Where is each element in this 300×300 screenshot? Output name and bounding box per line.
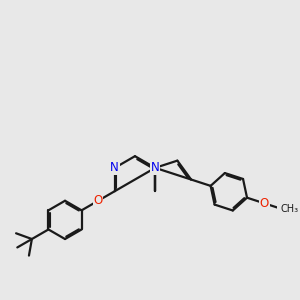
Text: N: N bbox=[110, 161, 119, 174]
Text: S: S bbox=[151, 161, 159, 174]
Text: O: O bbox=[260, 197, 269, 210]
Text: CH₃: CH₃ bbox=[280, 203, 298, 214]
Text: O: O bbox=[94, 194, 103, 207]
Text: N: N bbox=[151, 161, 160, 174]
